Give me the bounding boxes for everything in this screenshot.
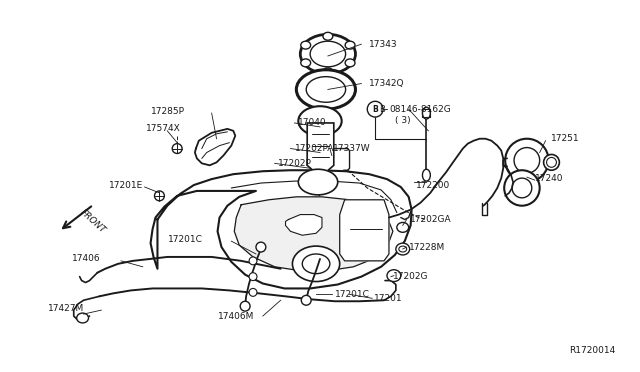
Text: 17251: 17251 bbox=[550, 134, 579, 143]
Text: 17240: 17240 bbox=[535, 174, 563, 183]
Text: 17342Q: 17342Q bbox=[369, 79, 404, 88]
Text: 17228M: 17228M bbox=[409, 243, 445, 251]
Ellipse shape bbox=[387, 270, 401, 282]
Ellipse shape bbox=[256, 242, 266, 252]
Polygon shape bbox=[307, 123, 334, 175]
Ellipse shape bbox=[306, 77, 346, 102]
Ellipse shape bbox=[296, 70, 355, 109]
Ellipse shape bbox=[310, 41, 346, 67]
Text: 17285P: 17285P bbox=[150, 107, 184, 116]
Polygon shape bbox=[234, 197, 393, 271]
Ellipse shape bbox=[547, 157, 556, 167]
Polygon shape bbox=[340, 200, 389, 261]
Ellipse shape bbox=[302, 254, 330, 274]
Ellipse shape bbox=[422, 107, 430, 119]
Text: 17202PA: 17202PA bbox=[296, 144, 335, 153]
Text: 08146-8162G: 08146-8162G bbox=[389, 105, 451, 114]
Ellipse shape bbox=[514, 148, 540, 173]
Ellipse shape bbox=[249, 288, 257, 296]
Ellipse shape bbox=[505, 139, 548, 182]
Ellipse shape bbox=[301, 59, 310, 67]
Ellipse shape bbox=[77, 313, 88, 323]
Text: 17202G: 17202G bbox=[393, 272, 428, 281]
Ellipse shape bbox=[301, 295, 311, 305]
Text: B: B bbox=[372, 105, 378, 114]
Text: 17337W: 17337W bbox=[333, 144, 371, 153]
Text: 17201C: 17201C bbox=[335, 290, 370, 299]
Ellipse shape bbox=[504, 170, 540, 206]
Ellipse shape bbox=[172, 144, 182, 154]
Text: 17201E: 17201E bbox=[109, 180, 143, 189]
Text: 17040: 17040 bbox=[298, 118, 327, 128]
Ellipse shape bbox=[543, 154, 559, 170]
Ellipse shape bbox=[345, 59, 355, 67]
Ellipse shape bbox=[300, 34, 355, 74]
Text: 172200: 172200 bbox=[415, 180, 450, 189]
Text: 17343: 17343 bbox=[369, 40, 398, 49]
Text: 17427M: 17427M bbox=[48, 304, 84, 312]
Text: 17201: 17201 bbox=[374, 294, 403, 303]
Text: 17201C: 17201C bbox=[168, 235, 203, 244]
Text: B: B bbox=[379, 105, 385, 114]
Text: 17202GA: 17202GA bbox=[410, 215, 451, 224]
Polygon shape bbox=[150, 170, 412, 288]
Text: FRONT: FRONT bbox=[79, 208, 108, 235]
Ellipse shape bbox=[422, 169, 430, 181]
Text: 17406M: 17406M bbox=[218, 311, 254, 321]
Text: 17406: 17406 bbox=[72, 254, 100, 263]
Ellipse shape bbox=[154, 191, 164, 201]
Ellipse shape bbox=[249, 273, 257, 280]
Text: R1720014: R1720014 bbox=[569, 346, 616, 355]
Ellipse shape bbox=[240, 301, 250, 311]
Ellipse shape bbox=[512, 178, 532, 198]
Ellipse shape bbox=[292, 246, 340, 282]
Ellipse shape bbox=[396, 243, 410, 255]
Ellipse shape bbox=[249, 257, 257, 265]
Polygon shape bbox=[285, 215, 322, 235]
Ellipse shape bbox=[298, 106, 342, 136]
Ellipse shape bbox=[301, 41, 310, 49]
Ellipse shape bbox=[397, 222, 409, 232]
Text: ( 3): ( 3) bbox=[395, 116, 410, 125]
Ellipse shape bbox=[323, 32, 333, 40]
Ellipse shape bbox=[367, 101, 383, 117]
Ellipse shape bbox=[345, 41, 355, 49]
Ellipse shape bbox=[399, 246, 406, 252]
Ellipse shape bbox=[323, 68, 333, 76]
Text: 17202P: 17202P bbox=[278, 159, 312, 168]
Ellipse shape bbox=[298, 169, 338, 195]
Text: 17574X: 17574X bbox=[146, 124, 180, 134]
